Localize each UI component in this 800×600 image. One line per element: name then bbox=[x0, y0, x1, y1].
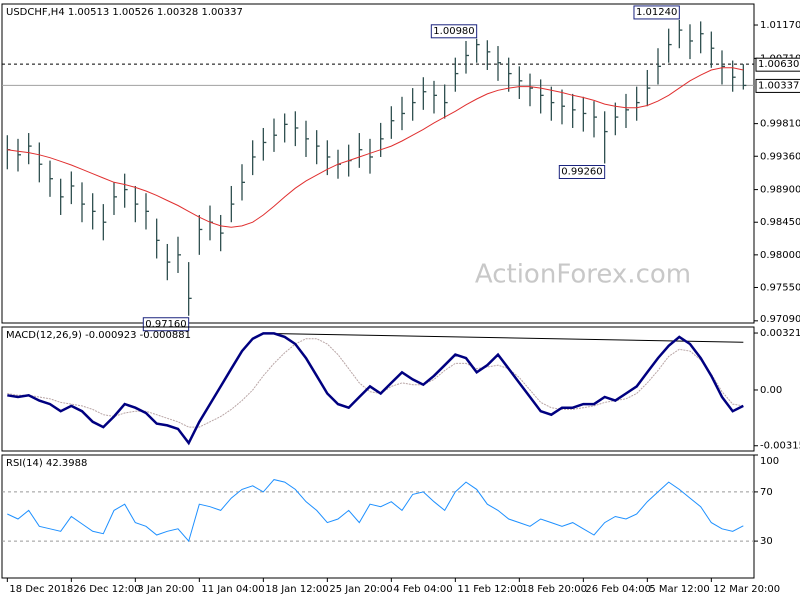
x-tick-label: 3 Jan 20:00 bbox=[137, 584, 194, 595]
annotation: 1.01240 bbox=[636, 7, 677, 18]
x-tick-label: 18 Jan 12:00 bbox=[265, 584, 328, 595]
x-tick-label: 26 Feb 04:00 bbox=[585, 584, 651, 595]
x-tick-label: 4 Feb 04:00 bbox=[393, 584, 452, 595]
level-label: 1.00630 bbox=[758, 59, 799, 70]
y-tick-label: 0.97090 bbox=[760, 314, 800, 325]
y-tick-label: 0.98900 bbox=[760, 185, 800, 196]
annotation-box bbox=[558, 165, 606, 179]
y-tick-label: 0.97550 bbox=[760, 282, 800, 293]
annotation: 0.99260 bbox=[561, 167, 602, 178]
x-tick-label: 25 Jan 20:00 bbox=[329, 584, 392, 595]
series-line bbox=[7, 479, 744, 543]
y-tick-label: 30 bbox=[760, 536, 773, 547]
panel bbox=[1, 326, 755, 452]
panel bbox=[1, 454, 755, 579]
y-tick-label: 1.01170 bbox=[760, 20, 800, 31]
annotation: 1.00980 bbox=[433, 26, 474, 37]
x-tick-label: 12 Mar 20:00 bbox=[713, 584, 780, 595]
y-tick-label: 0.00 bbox=[760, 385, 782, 396]
y-tick-label: 0.98450 bbox=[760, 217, 800, 228]
y-tick-label: 0.98000 bbox=[760, 250, 800, 261]
x-tick-label: 11 Jan 04:00 bbox=[201, 584, 264, 595]
level-label: 1.00337 bbox=[758, 80, 799, 91]
annotation: 0.97160 bbox=[145, 319, 186, 330]
moving-average bbox=[7, 67, 744, 228]
y-tick-label: 100 bbox=[760, 456, 779, 467]
trendline bbox=[263, 332, 744, 343]
y-tick-label: -0.003153 bbox=[760, 441, 800, 452]
panel-title: MACD(12,26,9) -0.000923 -0.000881 bbox=[6, 330, 191, 341]
level-label-box bbox=[755, 57, 800, 72]
series-line bbox=[7, 332, 744, 446]
x-tick-label: 18 Dec 2018 bbox=[9, 584, 73, 595]
x-tick-label: 18 Feb 20:00 bbox=[521, 584, 587, 595]
y-tick-label: 0.003219 bbox=[760, 328, 800, 339]
panel bbox=[1, 3, 755, 324]
series-line bbox=[7, 338, 744, 428]
y-tick-label: 70 bbox=[760, 487, 773, 498]
annotation-box bbox=[430, 24, 478, 39]
x-tick-label: 5 Mar 12:00 bbox=[649, 584, 709, 595]
level-label-box bbox=[755, 78, 800, 93]
annotation-box bbox=[633, 5, 680, 20]
y-tick-label: 0.99360 bbox=[760, 151, 800, 162]
y-tick-label: 0.99810 bbox=[760, 119, 800, 130]
watermark: ActionForex.com bbox=[475, 260, 691, 290]
x-tick-label: 11 Feb 12:00 bbox=[457, 584, 523, 595]
panel-title: USDCHF,H4 1.00513 1.00526 1.00328 1.0033… bbox=[6, 7, 243, 18]
panel-title: RSI(14) 42.3988 bbox=[6, 458, 87, 469]
x-tick-label: 26 Dec 12:00 bbox=[73, 584, 140, 595]
